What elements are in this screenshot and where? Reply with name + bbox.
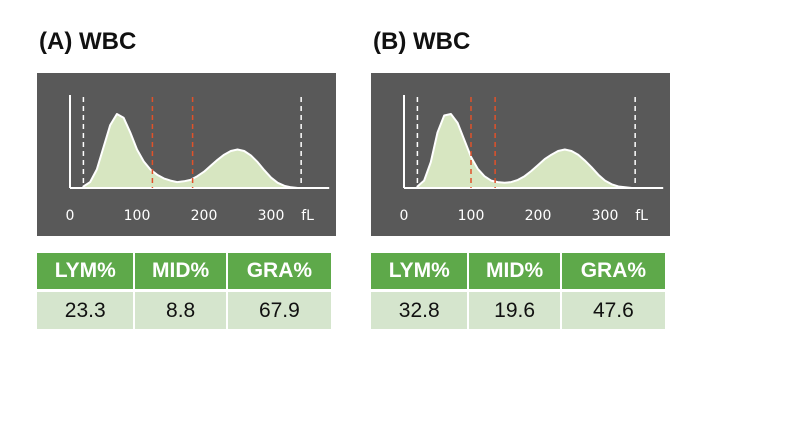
panel-a: (A) WBC 0 100 200 300 fL LYM% MID% GRA% 23.3… <box>37 0 337 340</box>
histogram-area <box>416 113 633 189</box>
stats-table: LYM% MID% GRA% 23.3 8.8 67.9 <box>35 250 333 332</box>
histogram-plot: 0 100 200 300 fL <box>371 73 670 236</box>
header-mid: MID% <box>135 253 226 289</box>
x-tick-label: 100 <box>458 208 485 224</box>
histogram-area <box>82 113 299 189</box>
histogram-svg: 0 100 200 300 fL <box>66 95 330 224</box>
x-tick-label: 0 <box>66 208 75 224</box>
x-tick-label: 200 <box>525 208 552 224</box>
panel-title: (A) WBC <box>39 28 137 55</box>
header-gra: GRA% <box>561 253 665 289</box>
x-unit-label: fL <box>635 208 648 224</box>
value-mid: 19.6 <box>469 292 560 329</box>
value-lym: 23.3 <box>37 292 134 329</box>
header-lym: LYM% <box>371 253 468 289</box>
histogram-plot: 0 100 200 300 fL <box>37 73 336 236</box>
stats-header-row: LYM% MID% GRA% <box>371 253 665 289</box>
panel-title: (B) WBC <box>373 28 471 55</box>
header-mid: MID% <box>469 253 560 289</box>
value-gra: 67.9 <box>227 292 331 329</box>
x-tick-label: 200 <box>191 208 218 224</box>
stats-header-row: LYM% MID% GRA% <box>37 253 331 289</box>
x-tick-label: 300 <box>592 208 619 224</box>
header-gra: GRA% <box>227 253 331 289</box>
stats-table: LYM% MID% GRA% 32.8 19.6 47.6 <box>369 250 667 332</box>
value-lym: 32.8 <box>371 292 468 329</box>
x-tick-label: 300 <box>258 208 285 224</box>
value-mid: 8.8 <box>135 292 226 329</box>
x-unit-label: fL <box>301 208 314 224</box>
stats-value-row: 32.8 19.6 47.6 <box>371 292 665 329</box>
stats-value-row: 23.3 8.8 67.9 <box>37 292 331 329</box>
x-tick-label: 0 <box>400 208 409 224</box>
x-tick-label: 100 <box>124 208 151 224</box>
value-gra: 47.6 <box>561 292 665 329</box>
histogram-svg: 0 100 200 300 fL <box>400 95 664 224</box>
panel-b: (B) WBC 0 100 200 300 fL LYM% MID% GRA% 32.8… <box>371 0 671 340</box>
header-lym: LYM% <box>37 253 134 289</box>
